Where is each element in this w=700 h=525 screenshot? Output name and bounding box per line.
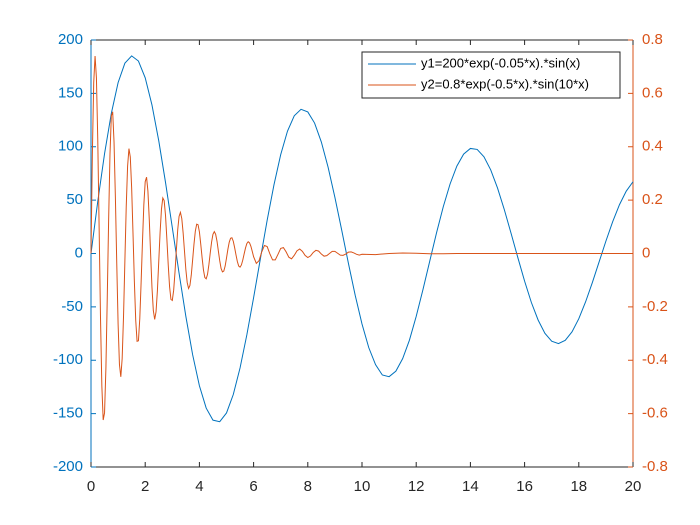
y2-tick-label: 0.6 [642,84,663,101]
series-line [90,55,634,423]
y2-tick-label: -0.4 [642,351,668,368]
x-tick-label: 14 [462,478,479,495]
y2-tick-label: -0.6 [642,405,668,422]
x-tick-label: 18 [570,478,587,495]
y-tick-label: 150 [58,84,83,101]
y-tick-label: 50 [66,191,83,208]
y2-tick-label: 0.4 [642,138,663,155]
legend-box [361,51,621,99]
legend-label: y2=0.8*exp(-0.5*x).*sin(10*x) [421,76,589,91]
y-tick-label: -150 [53,405,83,422]
x-tick-label: 16 [516,478,533,495]
legend: y1=200*exp(-0.05*x).*sin(x) y2=0.8*exp(-0… [361,51,621,99]
y-tick-label: 100 [58,138,83,155]
x-tick-label: 6 [249,478,257,495]
x-tick-label: 0 [87,478,95,495]
y2-tick-label: 0 [642,244,650,261]
x-tick-label: 4 [195,478,203,495]
x-tick-label: 10 [354,478,371,495]
legend-label: y1=200*exp(-0.05*x).*sin(x) [421,55,580,70]
x-tick-label: 12 [408,478,425,495]
x-tick-label: 8 [304,478,312,495]
y-tick-label: 0 [75,244,83,261]
y2-tick-label: -0.8 [642,458,668,475]
x-tick-label: 2 [141,478,149,495]
y-tick-label: -50 [61,298,83,315]
y-tick-label: -200 [53,458,83,475]
series-line [90,55,633,421]
x-tick-label: 20 [625,478,642,495]
y2-tick-label: 0.2 [642,191,663,208]
y2-tick-label: 0.8 [642,31,663,48]
y2-tick-label: -0.2 [642,298,668,315]
y-tick-label: -100 [53,351,83,368]
y-tick-label: 200 [58,31,83,48]
